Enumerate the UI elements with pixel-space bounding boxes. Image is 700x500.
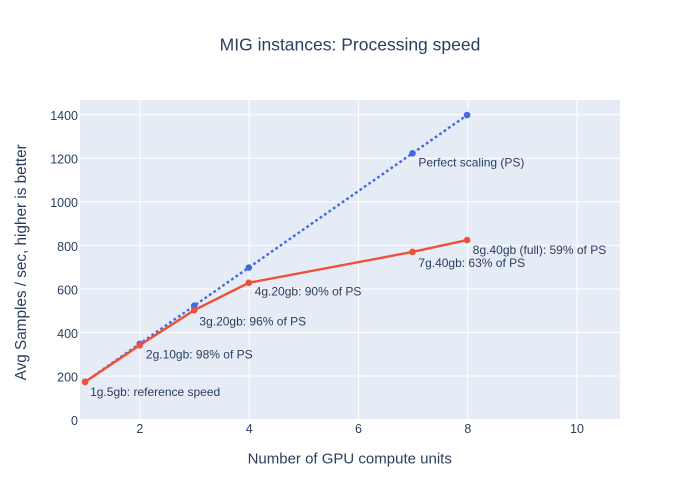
svg-text:2: 2 bbox=[136, 422, 143, 436]
svg-text:8: 8 bbox=[464, 422, 471, 436]
svg-text:400: 400 bbox=[57, 327, 78, 341]
svg-text:200: 200 bbox=[57, 370, 78, 384]
svg-text:Avg Samples / sec, higher is b: Avg Samples / sec, higher is better bbox=[13, 144, 30, 380]
svg-text:6: 6 bbox=[355, 422, 362, 436]
svg-text:800: 800 bbox=[57, 240, 78, 254]
svg-text:1400: 1400 bbox=[50, 109, 78, 123]
svg-text:1g.5gb: reference speed: 1g.5gb: reference speed bbox=[90, 385, 220, 399]
svg-text:7g.40gb: 63% of PS: 7g.40gb: 63% of PS bbox=[418, 256, 525, 270]
svg-text:Perfect scaling (PS): Perfect scaling (PS) bbox=[418, 156, 524, 170]
svg-text:1200: 1200 bbox=[50, 153, 78, 167]
svg-text:3g.20gb: 96% of PS: 3g.20gb: 96% of PS bbox=[199, 314, 306, 328]
svg-text:0: 0 bbox=[71, 414, 78, 428]
svg-text:10: 10 bbox=[570, 422, 584, 436]
svg-text:4: 4 bbox=[246, 422, 253, 436]
svg-text:600: 600 bbox=[57, 283, 78, 297]
svg-text:2g.10gb: 98% of PS: 2g.10gb: 98% of PS bbox=[146, 347, 253, 361]
svg-text:1000: 1000 bbox=[50, 196, 78, 210]
svg-text:MIG instances: Processing spee: MIG instances: Processing speed bbox=[220, 34, 481, 54]
svg-text:8g.40gb (full): 59% of PS: 8g.40gb (full): 59% of PS bbox=[473, 243, 606, 257]
svg-text:4g.20gb: 90% of PS: 4g.20gb: 90% of PS bbox=[255, 285, 362, 299]
svg-text:Number of GPU compute units: Number of GPU compute units bbox=[248, 450, 452, 467]
